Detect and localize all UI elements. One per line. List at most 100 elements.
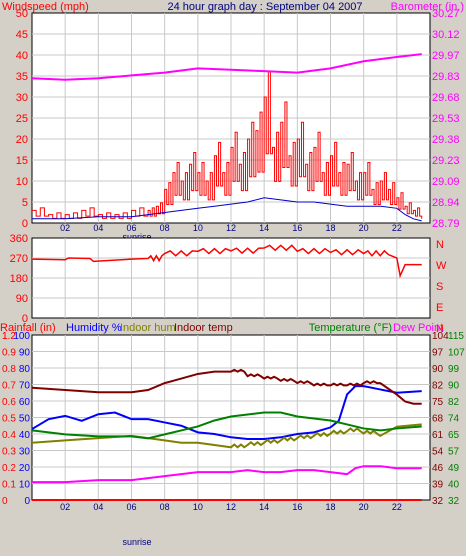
indoor-tick: 54 bbox=[432, 447, 444, 458]
humidity-tick: 80 bbox=[19, 364, 31, 375]
rain-tick: 0.6 bbox=[2, 397, 16, 408]
direction-compass-tick: E bbox=[436, 302, 443, 314]
rain-tick: 0.7 bbox=[2, 381, 16, 392]
barometer-tick: 29.53 bbox=[432, 113, 460, 125]
wind-x-ticks: 02 04 06 08 10 12 14 16 18 20 22 bbox=[60, 223, 402, 233]
sunrise-label-top: sunrise bbox=[122, 232, 151, 242]
temp-x-ticks: 02 04 06 08 10 12 14 16 18 20 22 bbox=[60, 502, 402, 512]
dew-point-line bbox=[32, 465, 422, 484]
direction-degree-ticks: 0 90 180 270 360 bbox=[10, 233, 28, 325]
rain-tick: 0.9 bbox=[2, 348, 16, 359]
direction-degree-tick: 180 bbox=[10, 273, 28, 285]
rainfall-label: Rainfall (in) bbox=[0, 322, 56, 334]
humidity-line bbox=[31, 385, 422, 440]
windspeed-tick: 30 bbox=[16, 92, 28, 104]
rain-tick: 0.4 bbox=[2, 430, 16, 441]
humidity-label: Humidity % bbox=[66, 322, 122, 334]
barometer-tick: 29.38 bbox=[432, 134, 460, 146]
barometer-tick: 29.23 bbox=[432, 155, 460, 167]
wind-series bbox=[31, 53, 423, 222]
chart-title: 24 hour graph day : September 04 2007 bbox=[167, 1, 362, 13]
wind-x-tick: 04 bbox=[93, 223, 103, 233]
indoor-tick: 75 bbox=[432, 397, 444, 408]
indoor-tick: 61 bbox=[432, 430, 444, 441]
temperature-label: Temperature (°F) bbox=[309, 322, 392, 334]
temp-x-tick: 20 bbox=[359, 502, 369, 512]
temperature-tick: 57 bbox=[448, 447, 460, 458]
barometer-ticks: 28.79 28.94 29.09 29.23 29.38 29.53 29.68 29.83… bbox=[432, 8, 460, 230]
windspeed-tick: 0 bbox=[22, 218, 28, 230]
direction-compass-tick: N bbox=[436, 239, 444, 251]
indoor-hum-line bbox=[31, 423, 422, 449]
direction-degree-tick: 270 bbox=[10, 253, 28, 265]
barometer-line bbox=[31, 53, 422, 81]
indoor-tick: 97 bbox=[432, 348, 444, 359]
direction-degree-tick: 360 bbox=[10, 233, 28, 245]
wind-x-tick: 16 bbox=[292, 223, 302, 233]
wind-x-tick: 10 bbox=[193, 223, 203, 233]
wind-x-tick: 20 bbox=[359, 223, 369, 233]
barometer-tick: 28.79 bbox=[432, 218, 460, 230]
barometer-tick: 28.94 bbox=[432, 197, 460, 209]
wind-x-tick: 12 bbox=[226, 223, 236, 233]
temp-x-tick: 16 bbox=[292, 502, 302, 512]
barometer-tick: 29.09 bbox=[432, 176, 460, 188]
windspeed-tick: 5 bbox=[22, 197, 28, 209]
humidity-tick: 40 bbox=[19, 430, 31, 441]
windspeed-line bbox=[32, 71, 423, 219]
rain-tick: 0.3 bbox=[2, 447, 16, 458]
indoor-temp-line bbox=[31, 368, 422, 405]
wind-x-tick: 02 bbox=[60, 223, 70, 233]
temperature-tick: 82 bbox=[448, 397, 460, 408]
direction-degree-tick: 0 bbox=[22, 313, 28, 325]
temperature-tick: 90 bbox=[448, 381, 460, 392]
temp-series bbox=[31, 368, 422, 501]
rain-tick: 0 bbox=[2, 496, 8, 507]
temp-x-tick: 04 bbox=[93, 502, 103, 512]
wind-x-tick: 22 bbox=[392, 223, 402, 233]
rain-tick: 0.5 bbox=[2, 414, 16, 425]
direction-degree-tick: 90 bbox=[16, 293, 28, 305]
windspeed-label: Windspeed (mph) bbox=[2, 1, 89, 13]
temp-x-tick: 08 bbox=[160, 502, 170, 512]
humidity-tick: 60 bbox=[19, 397, 31, 408]
windspeed-ticks: 0 5 10 15 20 25 30 35 40 45 50 bbox=[16, 8, 28, 230]
temp-x-tick: 12 bbox=[226, 502, 236, 512]
temperature-tick: 32 bbox=[448, 496, 460, 507]
direction-compass-tick: N bbox=[436, 323, 444, 335]
direction-series bbox=[31, 244, 422, 279]
indoor-hum-label: Indoor hum bbox=[120, 322, 176, 334]
windspeed-tick: 15 bbox=[16, 155, 28, 167]
indoor-temp-label: Indoor temp bbox=[174, 322, 233, 334]
temp-x-tick: 14 bbox=[259, 502, 269, 512]
dew-point-label: Dew Point bbox=[393, 322, 443, 334]
windspeed-tick: 50 bbox=[16, 8, 28, 20]
barometer-tick: 29.97 bbox=[432, 50, 460, 62]
barometer-tick: 30.12 bbox=[432, 29, 460, 41]
rain-tick: 1.2 bbox=[2, 331, 16, 342]
barometer-tick: 30.27 bbox=[432, 8, 460, 20]
indoor-tick: 39 bbox=[432, 480, 444, 491]
wind-x-tick: 06 bbox=[126, 223, 136, 233]
windspeed-tick: 10 bbox=[16, 176, 28, 188]
rain-tick: 0.1 bbox=[2, 480, 16, 491]
direction-compass-tick: W bbox=[436, 260, 447, 272]
wind-x-tick: 08 bbox=[160, 223, 170, 233]
humidity-tick: 30 bbox=[19, 447, 31, 458]
windspeed-tick: 20 bbox=[16, 134, 28, 146]
humidity-tick: 0 bbox=[24, 496, 30, 507]
rain-tick: 1 bbox=[2, 331, 8, 342]
indoor-tick: 90 bbox=[432, 364, 444, 375]
humidity-tick: 20 bbox=[19, 463, 31, 474]
temperature-tick: 40 bbox=[448, 480, 460, 491]
wind-x-tick: 14 bbox=[259, 223, 269, 233]
barometer-tick: 29.83 bbox=[432, 71, 460, 83]
temperature-tick: 49 bbox=[448, 463, 460, 474]
temperature-tick: 99 bbox=[448, 364, 460, 375]
indoor-tick: 32 bbox=[432, 496, 444, 507]
wind-direction-line bbox=[31, 244, 422, 279]
barometer-label: Barometer (in.) bbox=[391, 1, 464, 13]
humidity-tick: 90 bbox=[19, 348, 31, 359]
